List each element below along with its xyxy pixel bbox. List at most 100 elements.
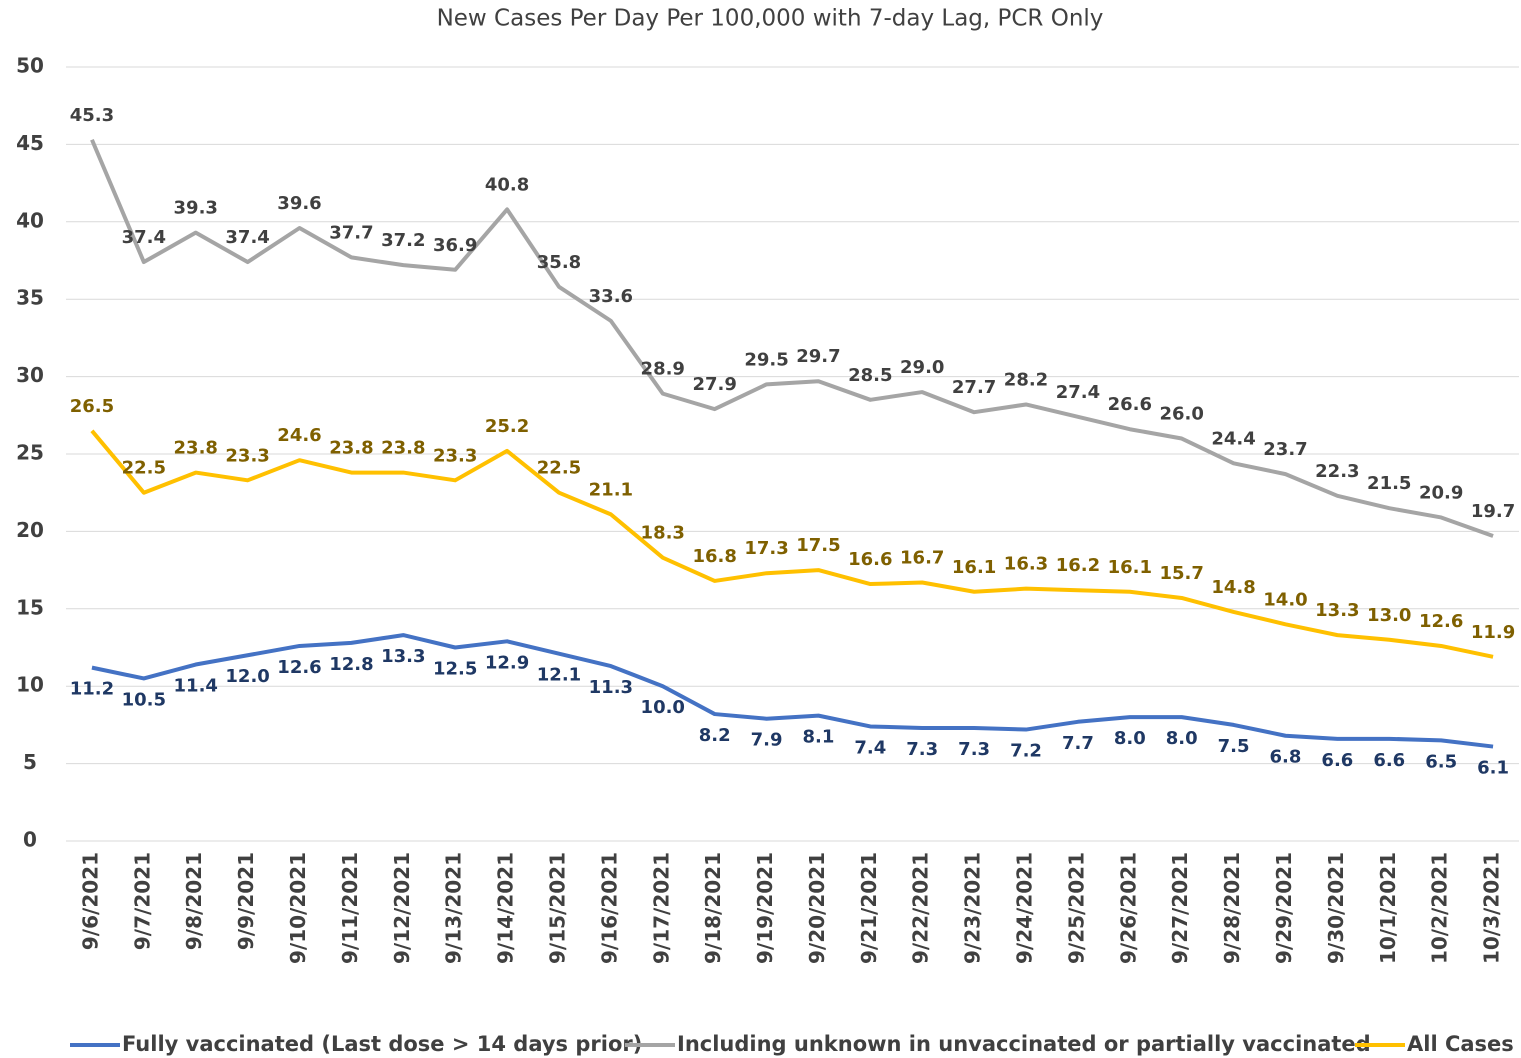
x-tick-label: 9/18/2021	[701, 852, 725, 964]
y-tick-label: 5	[23, 750, 37, 774]
x-tick-label: 9/9/2021	[234, 852, 258, 950]
x-tick-label: 9/11/2021	[338, 852, 362, 964]
data-label: 39.3	[174, 198, 218, 219]
data-label: 16.3	[1004, 554, 1048, 575]
y-tick-label: 35	[16, 286, 44, 310]
legend-label: Fully vaccinated (Last dose > 14 days pr…	[122, 1032, 642, 1056]
y-tick-label: 45	[16, 131, 44, 155]
data-label: 23.8	[329, 438, 373, 459]
data-label: 28.9	[641, 359, 685, 380]
data-label: 11.2	[70, 679, 114, 700]
data-label: 20.9	[1419, 482, 1463, 503]
data-label: 21.5	[1367, 473, 1411, 494]
data-label: 39.6	[277, 193, 321, 214]
x-tick-label: 10/2/2021	[1428, 852, 1452, 964]
data-label: 16.1	[952, 557, 996, 578]
data-label: 6.1	[1477, 758, 1509, 779]
data-label: 17.5	[796, 535, 840, 556]
x-tick-label: 9/27/2021	[1168, 852, 1192, 964]
data-label: 10.5	[122, 689, 166, 710]
x-tick-label: 10/3/2021	[1480, 852, 1504, 964]
data-label: 13.0	[1367, 605, 1411, 626]
legend-label: All Cases	[1407, 1032, 1514, 1056]
data-label: 11.4	[174, 676, 218, 697]
data-label: 12.8	[329, 654, 373, 675]
x-tick-label: 9/21/2021	[857, 852, 881, 964]
chart-title: New Cases Per Day Per 100,000 with 7-day…	[437, 6, 1104, 32]
data-label: 27.4	[1056, 382, 1100, 403]
data-label: 21.1	[589, 479, 633, 500]
series-line	[90, 138, 1494, 538]
data-label: 12.0	[225, 666, 269, 687]
x-tick-label: 9/15/2021	[545, 852, 569, 964]
data-label: 15.7	[1159, 563, 1203, 584]
x-tick-label: 9/10/2021	[286, 852, 310, 964]
x-tick-label: 9/19/2021	[753, 852, 777, 964]
data-label: 6.5	[1425, 751, 1457, 772]
data-label: 29.0	[900, 357, 944, 378]
data-label: 45.3	[70, 105, 114, 126]
x-tick-label: 9/12/2021	[390, 852, 414, 964]
x-tick-label: 9/22/2021	[909, 852, 933, 964]
data-label: 12.1	[537, 665, 581, 686]
data-label: 10.0	[641, 697, 685, 718]
data-label: 33.6	[589, 286, 633, 307]
x-tick-label: 9/13/2021	[442, 852, 466, 964]
y-tick-label: 10	[16, 673, 44, 697]
data-label: 24.6	[277, 425, 321, 446]
data-label: 23.8	[174, 438, 218, 459]
data-label: 7.4	[854, 737, 886, 758]
series-line	[90, 429, 1494, 659]
data-label: 7.2	[1010, 741, 1042, 762]
x-tick-label: 9/7/2021	[130, 852, 154, 950]
data-label: 16.7	[900, 547, 944, 568]
data-label: 25.2	[485, 416, 529, 437]
data-label: 12.5	[433, 659, 477, 680]
data-label: 37.4	[122, 227, 166, 248]
data-label: 26.5	[70, 396, 114, 417]
data-label: 28.5	[848, 365, 892, 386]
data-label: 37.4	[225, 227, 269, 248]
y-tick-label: 30	[16, 363, 44, 387]
x-tick-label: 9/29/2021	[1272, 852, 1296, 964]
data-label: 19.7	[1471, 501, 1515, 522]
x-tick-label: 9/16/2021	[597, 852, 621, 964]
data-label: 7.9	[751, 730, 783, 751]
data-label: 16.2	[1056, 555, 1100, 576]
x-tick-label: 9/28/2021	[1220, 852, 1244, 964]
x-tick-label: 9/14/2021	[494, 852, 518, 964]
data-label: 29.7	[796, 346, 840, 367]
data-label: 22.5	[122, 458, 166, 479]
y-tick-label: 0	[23, 828, 37, 852]
data-label: 36.9	[433, 235, 477, 256]
data-label: 27.7	[952, 377, 996, 398]
x-tick-label: 9/26/2021	[1116, 852, 1140, 964]
data-label: 13.3	[381, 646, 425, 667]
data-label: 40.8	[485, 174, 529, 195]
data-label: 11.9	[1471, 622, 1515, 643]
data-label: 8.1	[803, 727, 835, 748]
x-tick-label: 9/20/2021	[805, 852, 829, 964]
x-tick-label: 9/17/2021	[649, 852, 673, 964]
y-tick-label: 25	[16, 441, 44, 465]
data-label: 8.0	[1114, 728, 1146, 749]
data-label: 8.0	[1166, 728, 1198, 749]
data-label: 17.3	[744, 538, 788, 559]
data-label: 8.2	[699, 725, 731, 746]
data-label: 16.6	[848, 549, 892, 570]
y-tick-label: 50	[16, 54, 44, 78]
y-tick-label: 15	[16, 595, 44, 619]
data-label: 11.3	[589, 677, 633, 698]
data-label: 6.8	[1270, 747, 1302, 768]
data-label: 22.5	[537, 458, 581, 479]
data-label: 29.5	[744, 349, 788, 370]
data-label: 12.6	[1419, 611, 1463, 632]
x-tick-label: 9/24/2021	[1013, 852, 1037, 964]
data-label: 23.3	[433, 445, 477, 466]
data-label: 23.7	[1263, 439, 1307, 460]
data-label: 6.6	[1373, 750, 1405, 771]
data-label: 7.3	[906, 739, 938, 760]
x-tick-label: 10/1/2021	[1376, 852, 1400, 964]
data-label: 37.2	[381, 230, 425, 251]
